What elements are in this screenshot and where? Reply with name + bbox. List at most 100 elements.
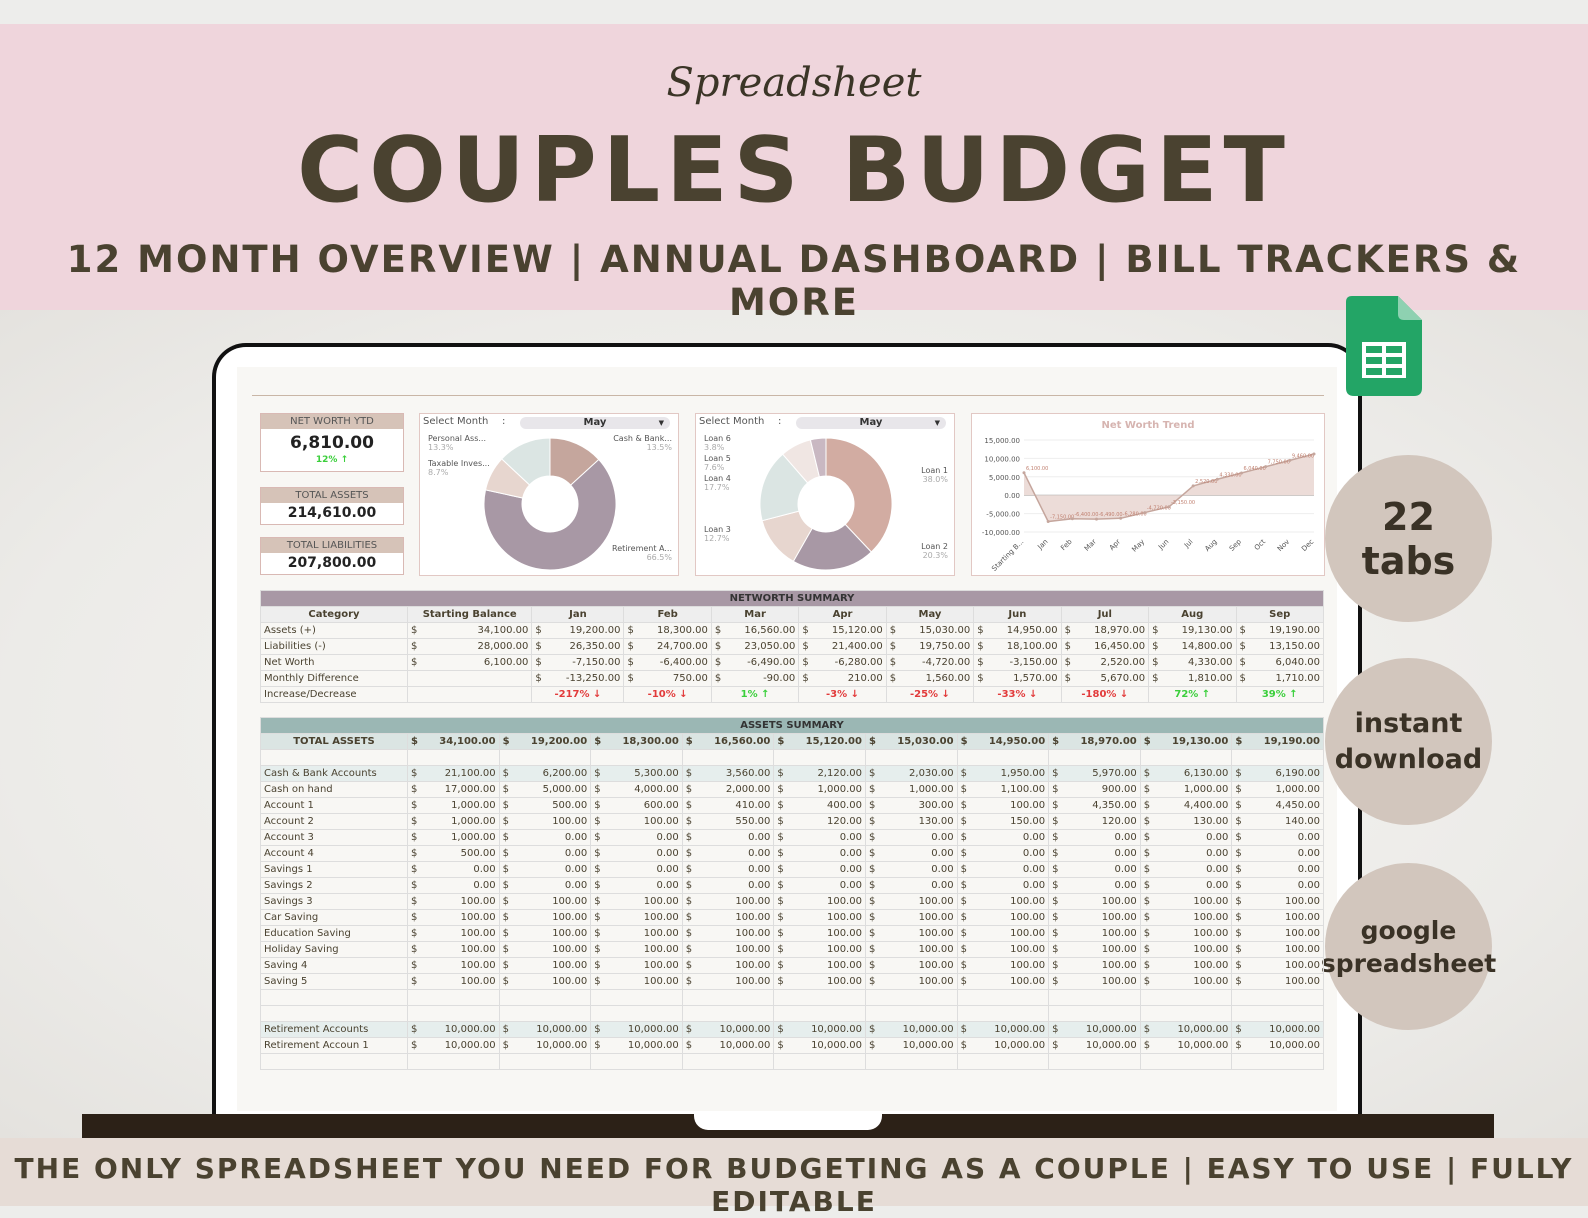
month-dropdown-2[interactable]: May ▼ — [796, 417, 946, 429]
currency-symbol: $ — [407, 797, 422, 814]
currency-symbol: $ — [1139, 909, 1155, 926]
table-cell: 100.00 — [788, 957, 866, 974]
column-header: Mar — [710, 606, 800, 623]
table-cell: 100.00 — [513, 957, 592, 974]
footer-tagline: THE ONLY SPREADSHEET YOU NEED FOR BUDGET… — [14, 1152, 1574, 1218]
row-label: Liabilities (-) — [260, 638, 408, 655]
currency-symbol: $ — [498, 1037, 514, 1054]
table-cell: 21,400.00 — [813, 638, 887, 655]
table-cell: 130.00 — [879, 813, 958, 830]
currency-symbol: $ — [407, 941, 422, 958]
month-dropdown[interactable]: May ▼ — [520, 417, 670, 429]
table-cell: 1,810.00 — [1163, 670, 1237, 687]
table-cell: 19,130.00 — [1163, 622, 1237, 639]
assets-total-row: TOTAL ASSETS $34,100.00 $19,200.00 $18,300.… — [260, 733, 1325, 750]
currency-symbol: $ — [1048, 925, 1064, 942]
currency-symbol: $ — [590, 813, 606, 830]
column-header: Category — [260, 606, 408, 623]
table-cell: 100.00 — [422, 893, 500, 910]
donut1-slice-1 — [483, 458, 617, 571]
table-cell: 100.00 — [971, 941, 1050, 958]
table-cell: 100.00 — [788, 941, 866, 958]
trend-point — [1215, 477, 1219, 481]
table-row: Account 3 $1,000.00 $0.00 $0.00 $0.00 $0.00 $0… — [260, 829, 1325, 846]
currency-symbol: $ — [590, 733, 606, 750]
currency-symbol: $ — [864, 1021, 880, 1038]
table-cell: 0.00 — [1154, 877, 1233, 894]
table-cell: -7,150.00 — [546, 654, 625, 671]
table-cell: 100.00 — [422, 925, 500, 942]
table-cell: 0.00 — [788, 877, 866, 894]
currency-symbol: $ — [956, 845, 972, 862]
table-cell: 19,200.00 — [546, 622, 625, 639]
table-cell: 1,560.00 — [900, 670, 975, 687]
select-month-label-2: Select Month — [699, 416, 765, 427]
row-label: Assets (+) — [260, 622, 408, 639]
table-cell: 0.00 — [696, 845, 775, 862]
currency-symbol: $ — [1148, 654, 1164, 671]
table-cell: 0.00 — [513, 877, 592, 894]
percent-change: 1% ↑ — [710, 686, 800, 703]
trend-point-label: 7,750.00 — [1268, 460, 1290, 466]
currency-symbol: $ — [956, 861, 972, 878]
currency-symbol: $ — [1139, 813, 1155, 830]
table-cell: -4,720.00 — [900, 654, 975, 671]
table-cell: -6,490.00 — [725, 654, 800, 671]
row-label: Education Saving — [260, 925, 408, 942]
table-cell: -90.00 — [725, 670, 800, 687]
currency-symbol: $ — [773, 733, 789, 750]
currency-symbol: $ — [1231, 813, 1247, 830]
table-row: Car Saving $100.00 $100.00 $100.00 $100.00 $1… — [260, 909, 1325, 926]
currency-symbol: $ — [590, 765, 606, 782]
table-cell: 15,120.00 — [813, 622, 887, 639]
currency-symbol: $ — [1148, 670, 1164, 687]
currency-symbol: $ — [1231, 909, 1247, 926]
trend-point — [1095, 517, 1098, 521]
trend-point-label: 9,460.00 — [1292, 453, 1314, 459]
x-tick-label: Jun — [1156, 538, 1170, 552]
table-row: Saving 5 $100.00 $100.00 $100.00 $100.00 $100… — [260, 973, 1325, 990]
currency-symbol: $ — [864, 925, 880, 942]
table-cell: 0.00 — [971, 845, 1050, 862]
percent-change: -33% ↓ — [973, 686, 1062, 703]
currency-symbol: $ — [407, 1021, 422, 1038]
currency-symbol: $ — [590, 1037, 606, 1054]
table-cell: 600.00 — [605, 797, 683, 814]
table-cell: 750.00 — [638, 670, 712, 687]
trend-point — [1264, 465, 1268, 469]
kpi-total-assets-label: TOTAL ASSETS — [261, 488, 403, 503]
percent-change: 39% ↑ — [1235, 686, 1324, 703]
donut2-label-4: Loan 3 12.7% — [704, 525, 731, 543]
currency-symbol: $ — [498, 1021, 514, 1038]
table-cell: 100.00 — [1063, 957, 1141, 974]
x-tick-label: Nov — [1276, 538, 1291, 553]
currency-symbol: $ — [407, 654, 422, 671]
table-cell: 5,000.00 — [513, 781, 592, 798]
table-cell: 100.00 — [605, 893, 683, 910]
currency-symbol: $ — [956, 765, 972, 782]
table-cell: 120.00 — [788, 813, 866, 830]
trend-point — [1119, 516, 1123, 520]
currency-symbol: $ — [973, 654, 989, 671]
table-cell: 0.00 — [1063, 845, 1141, 862]
table-cell: 0.00 — [879, 861, 958, 878]
table-cell: 0.00 — [422, 861, 500, 878]
currency-symbol: $ — [1139, 957, 1155, 974]
donut2-slice-0 — [825, 437, 893, 553]
currency-symbol: $ — [531, 638, 547, 655]
y-tick-label: -5,000.00 — [986, 511, 1020, 519]
currency-symbol: $ — [864, 829, 880, 846]
currency-symbol: $ — [864, 765, 880, 782]
row-label: Account 2 — [260, 813, 408, 830]
table-cell: 4,000.00 — [605, 781, 683, 798]
net-worth-trend-panel: Net Worth Trend 15,000.00 10,000.00 5,000.0… — [971, 413, 1325, 576]
x-tick-label: Dec — [1300, 538, 1315, 553]
currency-symbol: $ — [498, 893, 514, 910]
group-row: Cash & Bank Accounts $21,100.00 $6,200.00 $… — [260, 765, 1325, 782]
assets-donut-chart — [483, 437, 617, 571]
currency-symbol: $ — [773, 845, 789, 862]
table-cell: 0.00 — [1246, 829, 1325, 846]
x-tick-label: Starting B... — [990, 538, 1025, 573]
table-cell: 18,970.00 — [1063, 733, 1141, 750]
table-cell: 2,120.00 — [788, 765, 866, 782]
